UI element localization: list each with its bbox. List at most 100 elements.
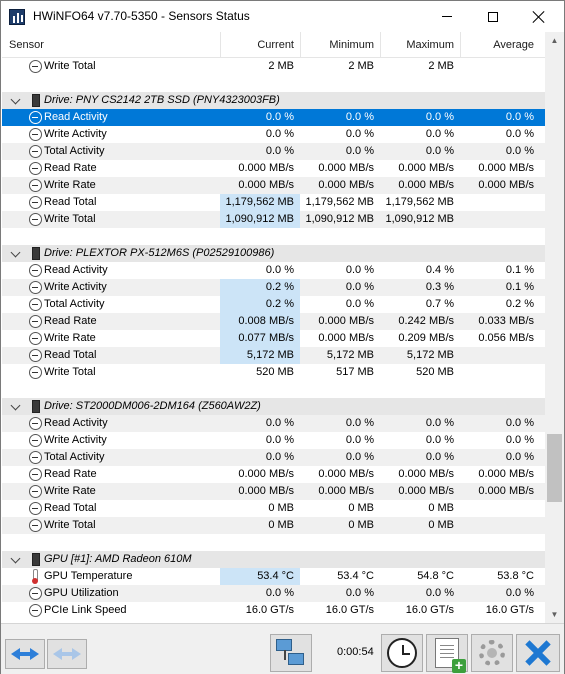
reset-timer-button[interactable] [381,634,423,672]
settings-button[interactable] [471,634,513,672]
clock-icon [29,451,42,464]
sensor-group-header[interactable]: Drive: PNY CS2142 2TB SSD (PNY4323003FB) [2,92,545,109]
average-value: 0.0 % [505,434,534,446]
current-value: 0.000 MB/s [238,485,294,497]
minimum-value: 0.0 % [345,298,374,310]
elapsed-timer: 0:00:54 [337,646,374,658]
column-header-sensor[interactable]: Sensor [9,39,44,51]
clock-icon [29,502,42,515]
close-window-button[interactable] [516,1,562,32]
clock-icon [29,315,42,328]
title-bar[interactable]: HWiNFO64 v7.70-5350 - Sensors Status [1,1,564,32]
vertical-scrollbar[interactable]: ▲ ▼ [545,32,564,623]
sensor-group-header[interactable]: GPU [#1]: AMD Radeon 610M [2,551,545,568]
current-value: 53.4 °C [220,568,300,585]
sensor-row[interactable]: GPU Utilization 0.0 % 0.0 % 0.0 % 0.0 % [2,585,545,602]
sensor-name: Write Total [44,519,96,531]
column-header-average[interactable]: Average [460,32,540,58]
sensor-name: Write Total [44,60,96,72]
maximum-value: 0.000 MB/s [398,162,454,174]
maximum-value: 0.4 % [425,264,454,276]
sensor-row[interactable]: Total Activity 0.2 % 0.0 % 0.7 % 0.2 % [2,296,545,313]
sensor-row[interactable]: Write Activity 0.2 % 0.0 % 0.3 % 0.1 % [2,279,545,296]
average-value [460,364,540,381]
scroll-down-icon[interactable]: ▼ [550,610,559,619]
chevron-down-icon[interactable] [10,400,21,411]
clock-icon [387,638,417,668]
average-value: 0.033 MB/s [478,315,534,327]
sensor-row[interactable]: Write Activity 0.0 % 0.0 % 0.0 % 0.0 % [2,432,545,449]
sensor-name: Write Rate [44,485,96,497]
column-header-minimum[interactable]: Minimum [300,32,380,58]
average-value: 0.0 % [505,128,534,140]
sensor-row[interactable]: Write Total 2 MB 2 MB 2 MB [2,58,545,75]
sensor-row[interactable]: Read Activity 0.0 % 0.0 % 0.0 % 0.0 % [2,109,545,126]
sensor-row[interactable]: GPU Temperature 53.4 °C 53.4 °C 54.8 °C 53.8… [2,568,545,585]
average-value: 0.0 % [505,417,534,429]
sensor-row[interactable]: Write Rate 0.077 MB/s 0.000 MB/s 0.209 MB/s… [2,330,545,347]
sensor-row[interactable]: Read Activity 0.0 % 0.0 % 0.0 % 0.0 % [2,415,545,432]
sensor-row[interactable]: Read Rate 0.008 MB/s 0.000 MB/s 0.242 MB/s 0… [2,313,545,330]
sensor-name: Read Rate [44,468,97,480]
sensor-row[interactable]: PCIe Link Speed 16.0 GT/s 16.0 GT/s 16.0 GT… [2,602,545,619]
clock-icon [29,179,42,192]
sensor-row[interactable]: Read Rate 0.000 MB/s 0.000 MB/s 0.000 MB/s 0… [2,160,545,177]
sensor-row[interactable]: Total Activity 0.0 % 0.0 % 0.0 % 0.0 % [2,449,545,466]
minimum-value: 0.0 % [345,145,374,157]
sensor-name: Total Activity [44,145,105,157]
row-spacer [2,75,545,92]
scroll-up-icon[interactable]: ▲ [550,36,559,45]
maximize-button[interactable] [470,1,516,32]
minimum-value: 0.0 % [345,111,374,123]
minimum-value: 1,179,562 MB [305,196,375,208]
chevron-down-icon[interactable] [10,247,21,258]
clock-icon [29,468,42,481]
column-header-current[interactable]: Current [220,32,300,58]
sensor-name: Write Total [44,366,96,378]
sensor-row[interactable]: Write Total 1,090,912 MB 1,090,912 MB 1,090… [2,211,545,228]
sensor-name: Read Total [44,502,97,514]
sensor-row[interactable]: Read Rate 0.000 MB/s 0.000 MB/s 0.000 MB/s 0… [2,466,545,483]
sensor-row[interactable]: Write Total 520 MB 517 MB 520 MB [2,364,545,381]
sensor-row[interactable]: Write Rate 0.000 MB/s 0.000 MB/s 0.000 MB/s… [2,483,545,500]
minimize-button[interactable] [424,1,470,32]
average-value: 0.2 % [505,298,534,310]
logging-button[interactable] [426,634,468,673]
clock-icon [29,604,42,617]
network-icon [276,639,306,667]
close-sensors-button[interactable] [516,634,560,672]
sensor-row[interactable]: Read Total 5,172 MB 5,172 MB 5,172 MB [2,347,545,364]
maximum-value: 0.000 MB/s [398,179,454,191]
chevron-down-icon[interactable] [10,553,21,564]
expand-collapse-disabled-button[interactable] [47,639,87,669]
sensor-row[interactable]: Total Activity 0.0 % 0.0 % 0.0 % 0.0 % [2,143,545,160]
sensor-row[interactable]: Read Total 0 MB 0 MB 0 MB [2,500,545,517]
column-header-maximum[interactable]: Maximum [380,32,460,58]
minimize-icon [442,16,452,17]
minimum-value: 53.4 °C [337,570,374,582]
chevron-down-icon[interactable] [10,94,21,105]
sensor-row[interactable]: Read Activity 0.0 % 0.0 % 0.4 % 0.1 % [2,262,545,279]
average-value: 0.000 MB/s [478,179,534,191]
sensor-name: Read Activity [44,111,108,123]
expand-collapse-button[interactable] [5,639,45,669]
minimum-value: 16.0 GT/s [325,604,374,616]
sensor-row[interactable]: Write Total 0 MB 0 MB 0 MB [2,517,545,534]
sensor-group-header[interactable]: Drive: PLEXTOR PX-512M6S (P02529100986) [2,245,545,262]
average-value: 0.0 % [505,587,534,599]
clock-icon [29,128,42,141]
sensor-row[interactable]: Write Rate 0.000 MB/s 0.000 MB/s 0.000 MB/s… [2,177,545,194]
maximum-value: 16.0 GT/s [405,604,454,616]
scroll-thumb[interactable] [547,434,562,502]
sensor-name: Read Rate [44,315,97,327]
sensor-group-header[interactable]: Drive: ST2000DM006-2DM164 (Z560AW2Z) [2,398,545,415]
maximum-value: 54.8 °C [417,570,454,582]
clock-icon [29,60,42,73]
clock-icon [29,162,42,175]
sensor-row[interactable]: Write Activity 0.0 % 0.0 % 0.0 % 0.0 % [2,126,545,143]
current-value: 5,172 MB [220,347,300,364]
maximum-value: 0.242 MB/s [398,315,454,327]
sensor-row[interactable]: Read Total 1,179,562 MB 1,179,562 MB 1,179,… [2,194,545,211]
current-value: 0.0 % [265,451,294,463]
network-button[interactable] [270,634,312,672]
